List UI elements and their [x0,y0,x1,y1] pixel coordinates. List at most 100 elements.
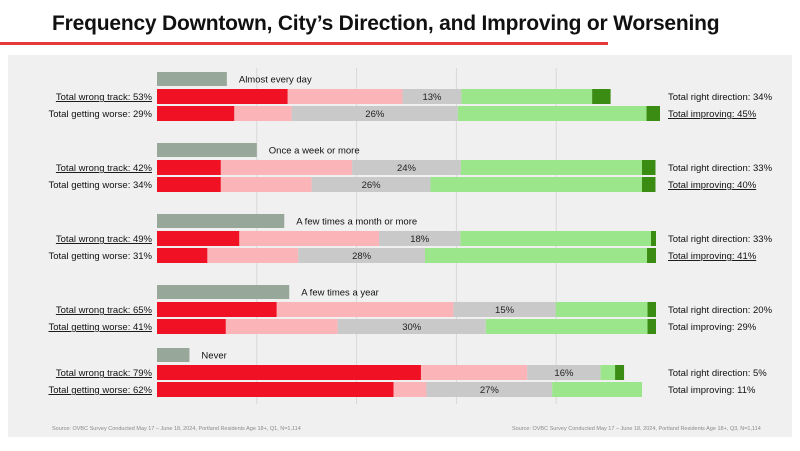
direction-gray-value-label: 15% [495,305,515,316]
direction-segment-gray [379,231,461,246]
change-left-label: Total getting worse: 41% [48,322,152,333]
direction-segment-dark-red [157,365,421,380]
change-segment-gray [291,106,458,121]
direction-segment-dark-red [157,160,221,175]
change-segment-light-green [485,319,648,334]
change-left-label: Total getting worse: 29% [48,109,152,120]
direction-segment-light-green [461,89,593,104]
change-segment-dark-red [157,106,235,121]
direction-segment-light-red [276,302,454,317]
direction-segment-gray [527,365,601,380]
change-segment-light-green [424,248,648,263]
page-title: Frequency Downtown, City’s Direction, an… [52,12,720,35]
frequency-bar [157,348,190,362]
change-segment-gray [298,248,425,263]
frequency-label: A few times a month or more [296,217,417,228]
direction-left-label: Total wrong track: 49% [56,234,153,245]
source-note-left: Source: OVBC Survey Conducted May 17 – J… [52,426,301,432]
direction-gray-value-label: 24% [397,163,417,174]
direction-segment-dark-green [615,365,625,380]
frequency-label: Never [201,351,226,362]
change-left-label: Total getting worse: 62% [48,385,152,396]
direction-segment-light-red [420,365,528,380]
frequency-bar [157,143,257,157]
direction-gray-value-label: 18% [410,234,430,245]
direction-segment-light-red [287,89,403,104]
group-1: Almost every day 13% Total wrong track: 53… [48,72,773,121]
change-segment-dark-green [647,248,656,263]
frequency-label: Once a week or more [269,146,360,157]
direction-right-label: Total right direction: 20% [668,305,773,316]
group-3: A few times a month or more 18% Total wron… [48,214,773,263]
direction-gray-value-label: 13% [422,92,442,103]
change-segment-dark-green [647,319,656,334]
direction-left-label: Total wrong track: 53% [56,92,153,103]
frequency-label: Almost every day [239,75,312,86]
change-segment-light-red [207,248,299,263]
change-gray-value-label: 27% [480,385,500,396]
change-segment-dark-red [157,177,221,192]
frequency-bar [157,214,285,228]
change-segment-light-red [220,177,312,192]
change-right-label: Total improving: 11% [668,385,756,396]
change-segment-gray [426,382,553,397]
group-4: A few times a year 15% Total wrong track: … [48,285,773,334]
direction-segment-dark-red [157,89,288,104]
direction-segment-light-green [555,302,648,317]
change-gray-value-label: 26% [365,109,385,120]
frequency-label: A few times a year [301,288,379,299]
direction-segment-light-red [220,160,353,175]
direction-segment-light-green [460,231,652,246]
direction-right-label: Total right direction: 34% [668,92,773,103]
change-segment-light-red [225,319,338,334]
direction-segment-dark-green [647,302,656,317]
title-rule [0,42,608,45]
change-segment-light-green [430,177,643,192]
direction-segment-gray [453,302,556,317]
direction-segment-dark-red [157,302,277,317]
direction-segment-gray [352,160,461,175]
change-segment-light-red [234,106,292,121]
direction-gray-value-label: 16% [554,368,574,379]
direction-segment-light-green [600,365,616,380]
frequency-bar [157,285,290,299]
change-segment-dark-red [157,248,208,263]
direction-left-label: Total wrong track: 79% [56,368,153,379]
source-note-right: Source: OVBC Survey Conducted May 17 – J… [512,426,761,432]
change-segment-dark-green [646,106,660,121]
change-gray-value-label: 30% [402,322,422,333]
direction-left-label: Total wrong track: 42% [56,163,153,174]
frequency-bar [157,72,227,86]
change-segment-gray [311,177,431,192]
direction-right-label: Total right direction: 33% [668,234,773,245]
change-segment-gray [337,319,486,334]
change-segment-light-green [552,382,643,397]
direction-left-label: Total wrong track: 65% [56,305,153,316]
direction-segment-dark-green [642,160,656,175]
chart-groups: Almost every day 13% Total wrong track: 53… [48,72,773,397]
change-segment-dark-green [642,177,656,192]
change-right-label: Total improving: 40% [668,180,757,191]
direction-segment-light-red [239,231,380,246]
direction-segment-gray [402,89,462,104]
change-right-label: Total improving: 29% [668,322,757,333]
direction-segment-dark-red [157,231,240,246]
direction-right-label: Total right direction: 33% [668,163,773,174]
direction-segment-light-green [460,160,643,175]
change-gray-value-label: 26% [362,180,382,191]
change-left-label: Total getting worse: 31% [48,251,152,262]
direction-right-label: Total right direction: 5% [668,368,767,379]
change-segment-light-green [457,106,647,121]
direction-segment-dark-green [592,89,611,104]
group-5: Never 16% Total wrong track: 79% Total righ… [48,348,767,397]
change-left-label: Total getting worse: 34% [48,180,152,191]
change-gray-value-label: 28% [352,251,372,262]
change-right-label: Total improving: 41% [668,251,757,262]
change-segment-dark-red [157,382,394,397]
change-right-label: Total improving: 45% [668,109,757,120]
direction-segment-dark-green [651,231,656,246]
change-segment-light-red [393,382,427,397]
change-segment-dark-red [157,319,226,334]
group-2: Once a week or more 24% Total wrong track:… [48,143,773,192]
